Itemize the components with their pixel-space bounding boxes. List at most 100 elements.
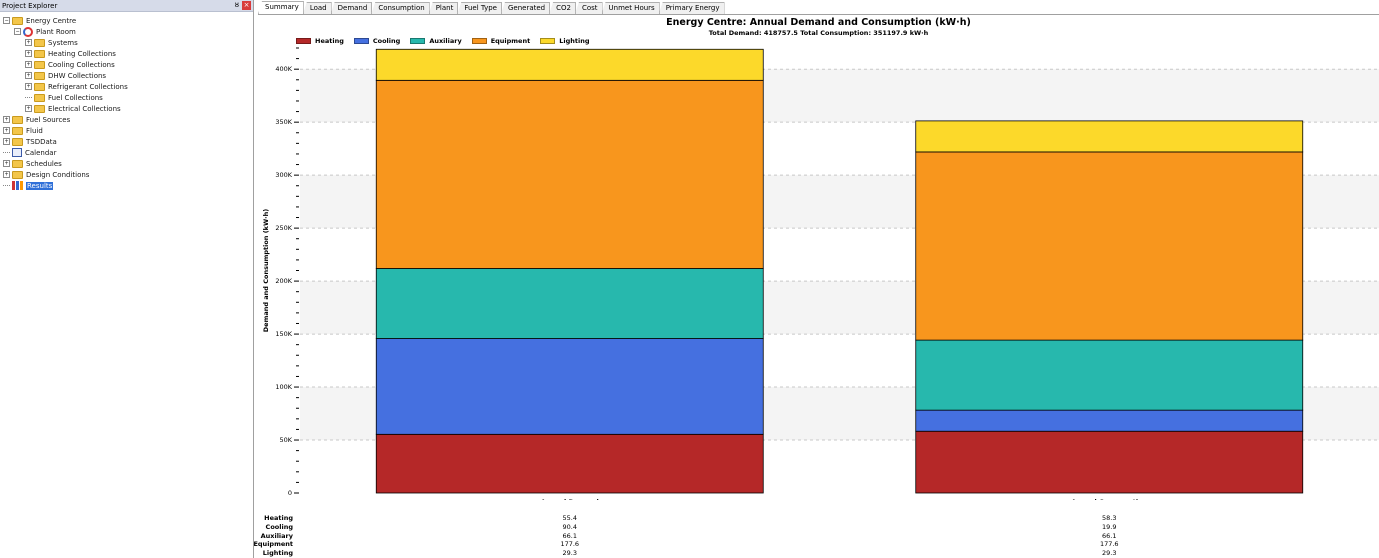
y-tick-label: 300K [275, 171, 292, 179]
table-cell: 55.4 [562, 514, 577, 522]
table-cell: 29.3 [1102, 549, 1117, 558]
tree-node-fuel-collections[interactable]: Fuel Collections [25, 92, 103, 103]
tree-node-calendar[interactable]: Calendar [3, 147, 56, 158]
legend-item: Cooling [353, 37, 401, 45]
tree-node-label[interactable]: Systems [48, 38, 78, 47]
legend-swatch [410, 38, 426, 44]
tree-connector [3, 152, 10, 153]
legend-item: Lighting [540, 37, 589, 45]
bar-segment-heating[interactable] [915, 430, 1304, 494]
collapse-icon[interactable]: − [14, 28, 21, 35]
tree-node-label[interactable]: Fluid [26, 126, 43, 135]
project-explorer-header: Project Explorer ȣ × [0, 0, 253, 12]
folder-icon [34, 82, 45, 91]
close-icon[interactable]: × [242, 1, 251, 10]
tree-node-label[interactable]: Refrigerant Collections [48, 82, 128, 91]
tree-node-heating-collections[interactable]: + Heating Collections [25, 48, 116, 59]
legend-swatch [353, 38, 369, 44]
tree-node-results[interactable]: Results [3, 180, 54, 191]
tree-node-label[interactable]: Schedules [26, 159, 62, 168]
tree-node-fluid[interactable]: + Fluid [3, 125, 43, 136]
expand-icon[interactable]: + [25, 39, 32, 46]
legend-label: Cooling [372, 37, 401, 45]
x-category-label: Annual Consumption [1071, 498, 1147, 500]
folder-icon [12, 126, 23, 135]
legend-label: Auxiliary [429, 37, 462, 45]
bar-segment-lighting[interactable] [375, 48, 764, 81]
tree-node-refrigerant-collections[interactable]: + Refrigerant Collections [25, 81, 128, 92]
y-tick-label: 200K [275, 277, 292, 285]
tree-node-dhw-collections[interactable]: + DHW Collections [25, 70, 106, 81]
table-row-header: Lighting [262, 549, 293, 558]
table-cell: 58.3 [1102, 514, 1117, 522]
results-icon [12, 181, 23, 190]
tree-node-fuel-sources[interactable]: + Fuel Sources [3, 114, 70, 125]
expand-icon[interactable]: + [25, 72, 32, 79]
tree-node-label[interactable]: Cooling Collections [48, 60, 115, 69]
tree-node-schedules[interactable]: + Schedules [3, 158, 62, 169]
folder-icon [12, 170, 23, 179]
expand-icon[interactable]: + [25, 105, 32, 112]
tree-connector [25, 97, 32, 98]
table-row-header: Auxiliary [260, 531, 293, 540]
folder-icon [34, 38, 45, 47]
legend-swatch [296, 38, 311, 44]
plant-room-icon [23, 26, 33, 37]
folder-icon [34, 93, 45, 102]
bar-segment-cooling[interactable] [915, 409, 1304, 432]
y-axis-label: Demand and Consumption (kW·h) [262, 209, 270, 332]
table-row-header: Cooling [265, 522, 293, 531]
tree-node-design-conditions[interactable]: + Design Conditions [3, 169, 89, 180]
tree-connector [3, 185, 10, 186]
table-cell: 66.1 [562, 531, 577, 540]
calendar-icon [12, 148, 22, 157]
stacked-bar-chart: 0 50K 100K 150K 200K 250K 300K 350K 400K Demand a… [262, 47, 1379, 500]
pin-icon[interactable]: ȣ [234, 1, 239, 9]
expand-icon[interactable]: + [25, 61, 32, 68]
tree-node-cooling-collections[interactable]: + Cooling Collections [25, 59, 115, 70]
chart-legend: Heating Cooling Auxiliary Equipment Lighting [296, 37, 599, 45]
folder-icon [34, 60, 45, 69]
tree-node-label[interactable]: Calendar [25, 148, 57, 157]
expand-icon[interactable]: + [25, 50, 32, 57]
bar-segment-auxiliary[interactable] [375, 268, 764, 339]
table-cell: 19.9 [1102, 522, 1117, 531]
bar-segment-lighting[interactable] [915, 120, 1304, 153]
tree-node-label[interactable]: Electrical Collections [48, 104, 121, 113]
tree-node-label[interactable]: Heating Collections [48, 49, 116, 58]
y-tick-label: 250K [275, 224, 292, 232]
tree-node-label[interactable]: TSDData [26, 137, 57, 146]
expand-icon[interactable]: + [25, 83, 32, 90]
tree-node-plant-room[interactable]: − Plant Room [14, 26, 76, 37]
folder-icon [34, 49, 45, 58]
bar-segment-heating[interactable] [375, 433, 764, 494]
folder-icon [12, 159, 23, 168]
tree-node-label[interactable]: DHW Collections [48, 71, 107, 80]
y-tick-label: 50K [279, 436, 292, 444]
tree-node-electrical-collections[interactable]: + Electrical Collections [25, 103, 121, 114]
bar-segment-equipment[interactable] [915, 151, 1304, 341]
folder-icon [12, 16, 23, 25]
collapse-icon[interactable]: − [3, 17, 10, 24]
table-cell: 66.1 [1102, 531, 1117, 540]
tree-node-label[interactable]: Fuel Sources [26, 115, 71, 124]
expand-icon[interactable]: + [3, 171, 10, 178]
tree-node-energy-centre[interactable]: − Energy Centre [3, 15, 76, 26]
tree-node-label[interactable]: Energy Centre [26, 16, 77, 25]
expand-icon[interactable]: + [3, 116, 10, 123]
expand-icon[interactable]: + [3, 127, 10, 134]
tree-node-label[interactable]: Design Conditions [26, 170, 90, 179]
expand-icon[interactable]: + [3, 138, 10, 145]
expand-icon[interactable]: + [3, 160, 10, 167]
tree-node-systems[interactable]: + Systems [25, 37, 78, 48]
bar-segment-equipment[interactable] [375, 79, 764, 269]
legend-swatch [540, 38, 556, 44]
tree-node-label[interactable]: Plant Room [36, 27, 76, 36]
bar-segment-auxiliary[interactable] [915, 339, 1304, 411]
tree-node-tsddata[interactable]: + TSDData [3, 136, 57, 147]
y-tick-label: 350K [275, 118, 292, 126]
table-cell: 90.4 [562, 522, 577, 531]
tree-node-label[interactable]: Results [26, 181, 54, 190]
bar-segment-cooling[interactable] [375, 338, 764, 435]
tree-node-label[interactable]: Fuel Collections [48, 93, 103, 102]
